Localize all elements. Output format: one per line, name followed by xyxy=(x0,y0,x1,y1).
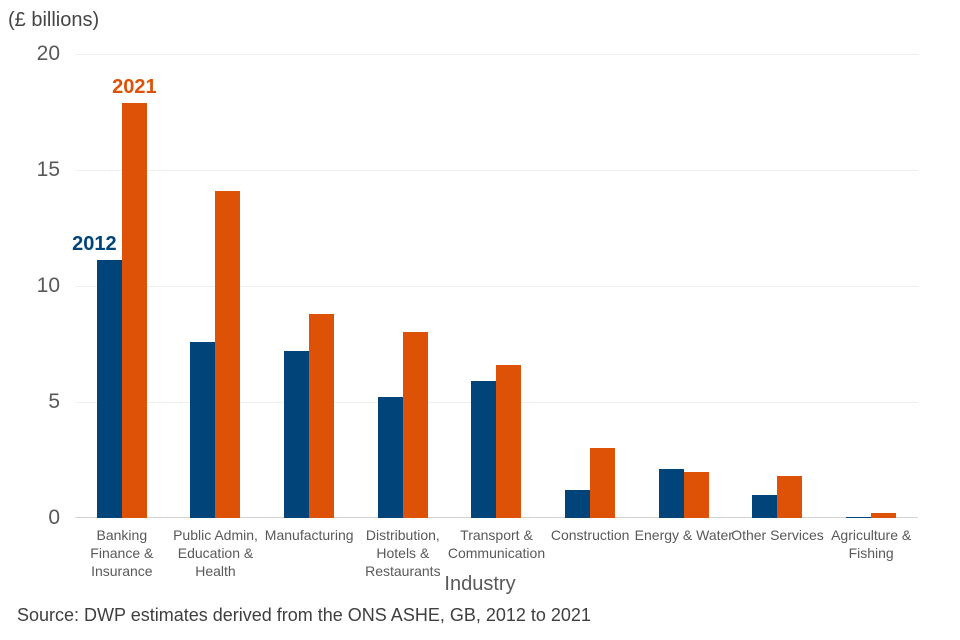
bar-2021-category-8 xyxy=(777,476,803,518)
bar-2021-category-2 xyxy=(215,190,241,518)
bar-group-6: Construction xyxy=(543,54,637,543)
bar-2021-category-5 xyxy=(496,364,522,518)
category-label-2: Public Admin, Education & Health xyxy=(173,527,258,580)
bar-2012-category-4 xyxy=(377,397,403,518)
bar-pair xyxy=(658,469,709,518)
bar-group-9: Agriculture & Fishing xyxy=(824,54,918,561)
y-tick-label-0: 0 xyxy=(48,506,60,529)
bar-2012-category-1: 2012 xyxy=(72,233,122,518)
category-label-5: Transport & Communication xyxy=(447,527,546,562)
bar-2012-category-5 xyxy=(471,381,497,518)
bar-group-7: Energy & Water xyxy=(635,54,733,543)
bar-2021-category-9 xyxy=(871,513,897,518)
series-label-2021: 2021 xyxy=(112,75,157,98)
category-label-9: Agriculture & Fishing xyxy=(831,527,912,562)
plot-area: 2012 2021 Banking Finance & Insurance Publi… xyxy=(72,54,918,580)
y-tick-label-20: 20 xyxy=(36,42,60,65)
y-tick-label-10: 10 xyxy=(36,274,60,297)
y-tick-label-15: 15 xyxy=(36,158,60,181)
gridline xyxy=(75,54,918,55)
category-label-8: Other Services xyxy=(731,527,824,543)
series-label-2012: 2012 xyxy=(72,233,117,256)
bar-group-2: Public Admin, Education & Health xyxy=(169,54,263,579)
y-axis-units-label: (£ billions) xyxy=(8,9,100,31)
bar-2012-category-9 xyxy=(846,516,872,518)
bar-group-5: Transport & Communication xyxy=(448,54,545,561)
bar-2021-category-3 xyxy=(309,313,335,518)
bar-pair: 2012 2021 xyxy=(72,76,157,518)
bar-2012-category-7 xyxy=(658,469,684,518)
category-label-3: Manufacturing xyxy=(264,527,354,543)
category-label-4: Distribution, Hotels & Restaurants xyxy=(365,527,441,580)
bar-group-4: Distribution, Hotels & Restaurants xyxy=(356,54,450,579)
bar-pair xyxy=(377,332,428,518)
bar-2012-category-6 xyxy=(565,490,591,518)
bar-2021-category-4 xyxy=(402,332,428,518)
bar-group-8: Other Services xyxy=(731,54,825,543)
bar-2012-category-8 xyxy=(752,494,778,518)
source-note: Source: DWP estimates derived from the O… xyxy=(17,605,591,625)
bar-pair xyxy=(565,448,616,518)
y-tick-label-5: 5 xyxy=(48,390,60,413)
x-axis-title: Industry xyxy=(444,573,516,595)
bar-group-3: Manufacturing xyxy=(262,54,356,543)
bar-pair xyxy=(471,364,522,518)
bar-pair xyxy=(284,313,335,518)
category-label-1: Banking Finance & Insurance xyxy=(90,527,154,580)
gridline xyxy=(75,286,918,287)
category-label-7: Energy & Water xyxy=(634,527,733,543)
bar-pair xyxy=(190,190,241,518)
bar-group-1: 2012 2021 Banking Finance & Insurance xyxy=(72,54,169,580)
bar-2021-category-7 xyxy=(683,471,709,518)
bar-2021-category-6 xyxy=(590,448,616,518)
bar-pair xyxy=(846,513,897,518)
bar-2021-category-1: 2021 xyxy=(112,76,157,518)
bar-2012-category-3 xyxy=(284,350,310,518)
gridline xyxy=(75,170,918,171)
bar-2012-category-2 xyxy=(190,341,216,518)
category-label-6: Construction xyxy=(550,527,630,543)
bar-pair xyxy=(752,476,803,518)
